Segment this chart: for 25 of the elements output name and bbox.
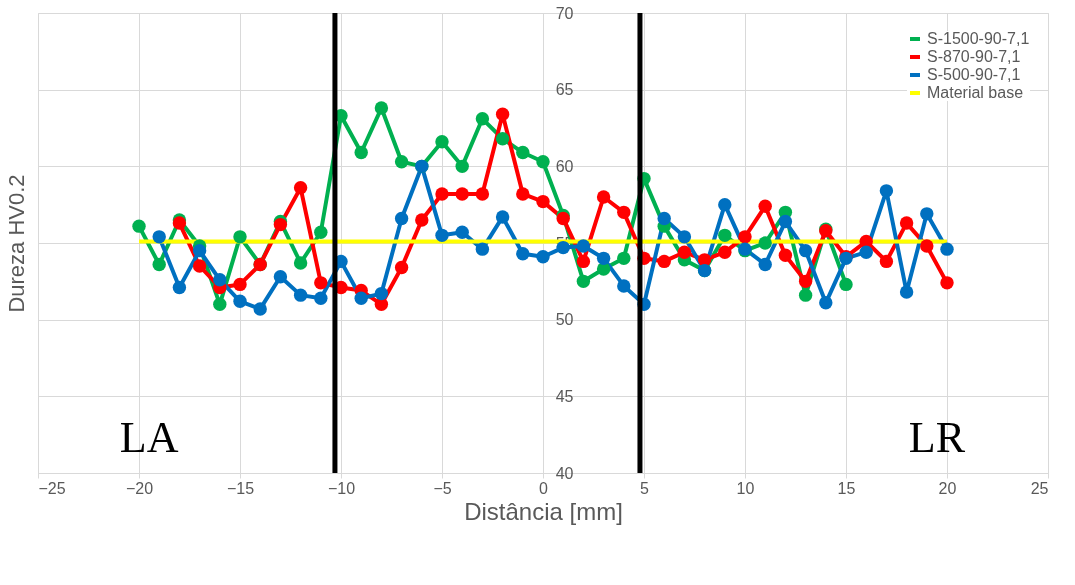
legend-label: Material base	[927, 84, 1024, 101]
x-tick-label: 15	[837, 479, 856, 497]
x-tick-label: 0	[539, 479, 549, 497]
y-axis-title: Dureza HV0.2	[3, 174, 29, 313]
x-axis-title: Distância [mm]	[464, 497, 623, 525]
x-tick-label: 25	[1030, 479, 1049, 497]
x-tick-label: −5	[433, 479, 452, 497]
legend-label: S-500-90-7,1	[927, 66, 1021, 83]
x-tick-label: −10	[327, 479, 356, 497]
x-tick-label: 20	[938, 479, 957, 497]
y-tick-label: 40	[555, 464, 574, 482]
annotation: LR	[908, 413, 966, 462]
legend-label: S-1500-90-7,1	[927, 30, 1030, 47]
x-tick-label: −25	[38, 479, 66, 497]
x-tick-label: 5	[640, 479, 650, 497]
y-tick-label: 65	[555, 81, 574, 99]
x-tick-label: 10	[736, 479, 755, 497]
x-tick-label: −15	[226, 479, 255, 497]
legend-label: S-870-90-7,1	[927, 48, 1021, 65]
y-tick-label: 60	[555, 157, 574, 175]
x-tick-label: −20	[125, 479, 154, 497]
annotation: LA	[119, 413, 179, 462]
y-tick-label: 70	[555, 4, 574, 22]
y-tick-label: 50	[555, 311, 574, 329]
y-tick-label: 45	[555, 387, 574, 405]
